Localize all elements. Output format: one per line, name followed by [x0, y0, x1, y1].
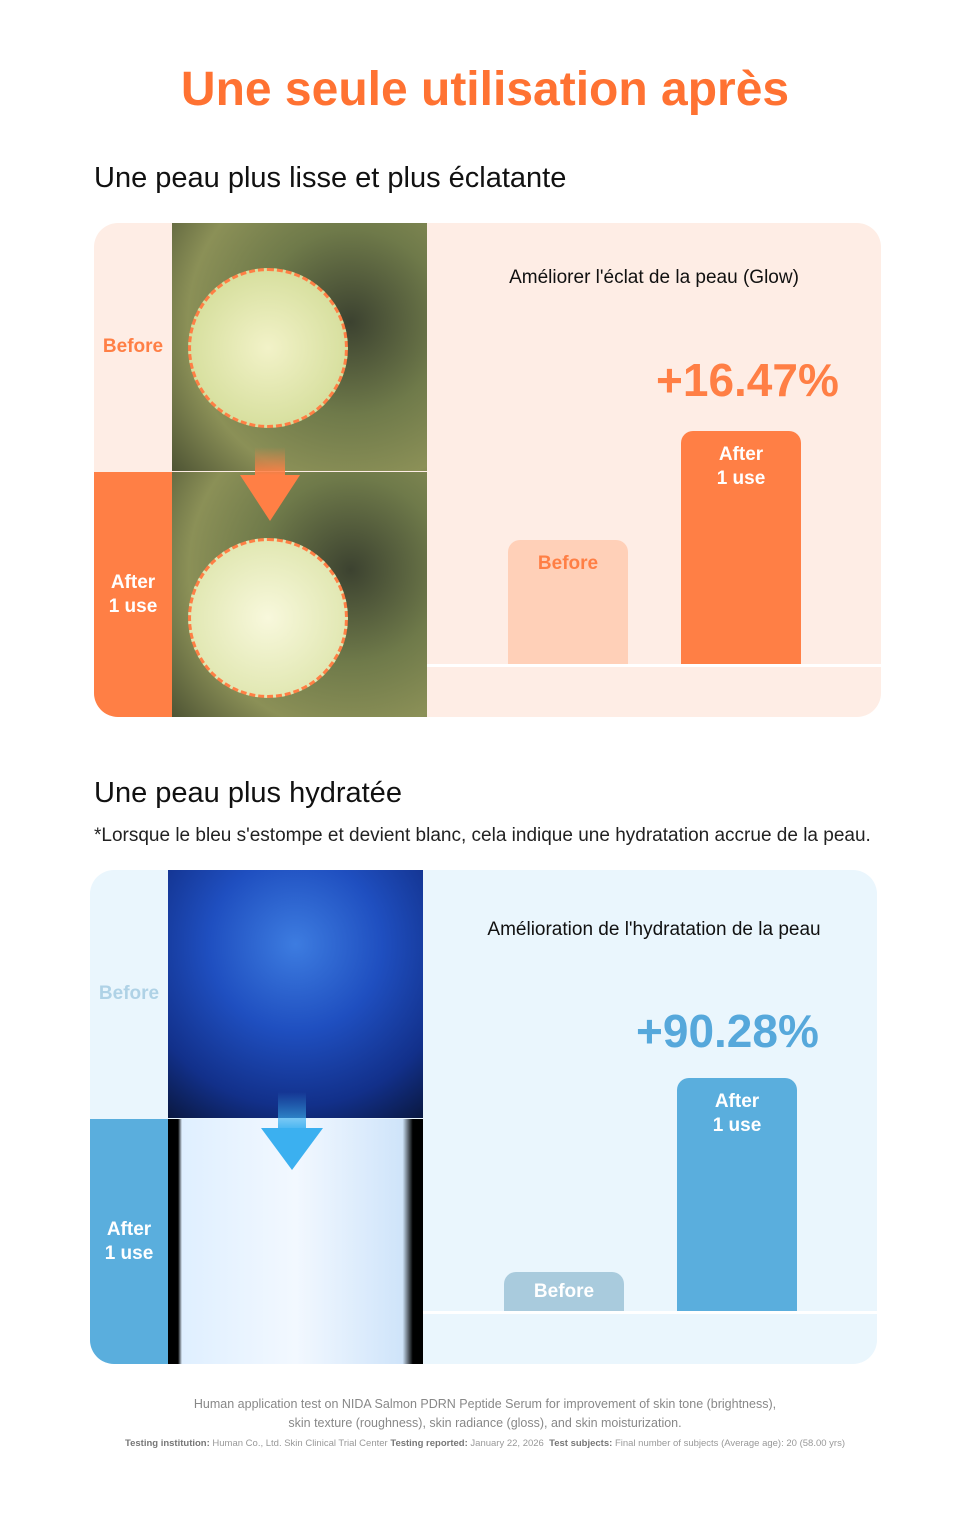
improvement-value: +90.28%: [636, 1005, 819, 1057]
chart-title: Amélioration de l'hydratation de la peau: [487, 919, 821, 940]
footer-line2: skin texture (roughness), skin radiance …: [288, 1416, 682, 1430]
footer-test-info: Testing institution: Human Co., Ltd. Ski…: [0, 1438, 970, 1449]
bar-after-line2: 1 use: [716, 468, 766, 489]
subjects-label: Test subjects:: [549, 1438, 613, 1449]
footer-disclaimer: Human application test on NIDA Salmon PD…: [0, 1395, 970, 1433]
baseline: [423, 1311, 877, 1314]
highlight-circle: [188, 538, 348, 698]
baseline: [427, 664, 881, 667]
hydration-note: *Lorsque le bleu s'estompe et devient bl…: [94, 825, 871, 846]
before-label: Before: [98, 983, 160, 1004]
bar-before: Before: [508, 540, 628, 664]
bar-after-line2: 1 use: [712, 1115, 762, 1136]
bar-after: After 1 use: [681, 431, 801, 664]
arrow-down-head: [240, 475, 300, 521]
section-heading-glow: Une peau plus lisse et plus éclatante: [94, 162, 567, 194]
after-label: After 1 use: [90, 1119, 168, 1364]
bar-before: Before: [504, 1272, 624, 1311]
reported-label: Testing reported:: [390, 1438, 468, 1449]
after-label-line2: 1 use: [108, 595, 158, 617]
after-label-line1: After: [110, 571, 156, 593]
highlight-circle: [188, 268, 348, 428]
arrow-down-icon: [255, 447, 285, 475]
footer-line1: Human application test on NIDA Salmon PD…: [193, 1397, 777, 1411]
section-heading-hydration: Une peau plus hydratée: [94, 777, 402, 809]
page-title: Une seule utilisation après: [180, 63, 790, 116]
subjects-value: Final number of subjects (Average age): …: [614, 1438, 845, 1449]
institution-value: Human Co., Ltd. Skin Clinical Trial Cent…: [212, 1438, 388, 1449]
before-skin-image: [168, 870, 423, 1118]
before-label: Before: [102, 336, 164, 357]
glow-card: Before After 1 use Améliorer l'éclat de …: [94, 223, 881, 717]
arrow-down-icon: [278, 1092, 306, 1132]
arrow-down-head: [261, 1128, 323, 1170]
after-label-line2: 1 use: [104, 1242, 154, 1264]
institution-label: Testing institution:: [124, 1438, 210, 1449]
improvement-value: +16.47%: [656, 354, 839, 406]
reported-value: January 22, 2026: [470, 1438, 544, 1449]
bar-after: After 1 use: [677, 1078, 797, 1311]
after-label: After 1 use: [94, 472, 172, 717]
hydration-card: Before After 1 use Amélioration de l'hyd…: [90, 870, 877, 1364]
chart-title: Améliorer l'éclat de la peau (Glow): [509, 267, 799, 288]
bar-after-line1: After: [714, 1091, 760, 1112]
after-label-line1: After: [106, 1218, 152, 1240]
before-skin-image: [172, 223, 427, 471]
bar-after-line1: After: [718, 444, 764, 465]
